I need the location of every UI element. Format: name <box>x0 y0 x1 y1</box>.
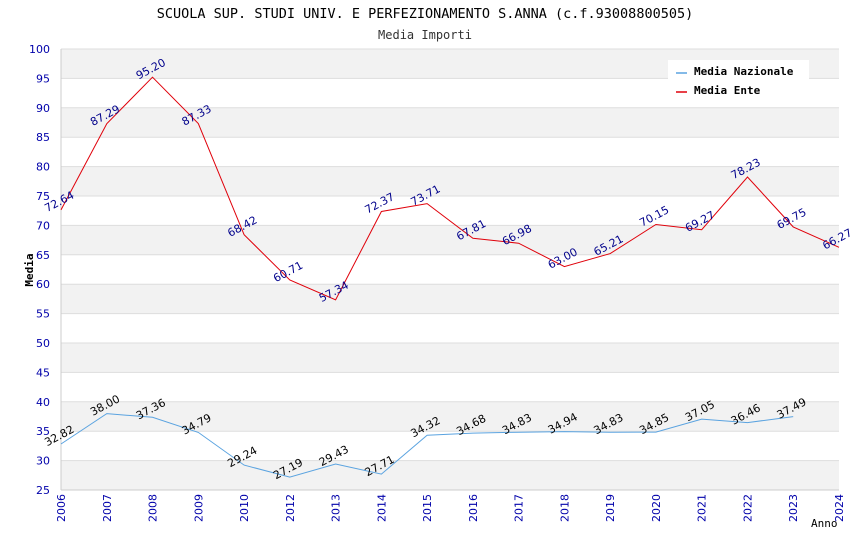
y-tick-label: 95 <box>36 72 50 85</box>
x-tick-label: 2014 <box>375 494 388 522</box>
x-tick-label: 2018 <box>558 494 571 522</box>
series-lines <box>60 76 840 478</box>
grid-band <box>61 343 839 373</box>
x-tick-label: 2016 <box>467 494 480 522</box>
y-axis-label: Media <box>23 253 36 286</box>
x-tick-label: 2013 <box>330 494 343 522</box>
x-tick-label: 2012 <box>284 494 297 522</box>
legend-label-media-ente: Media Ente <box>694 84 761 97</box>
y-tick-label: 65 <box>36 249 50 262</box>
y-tick-label: 75 <box>36 190 50 203</box>
y-tick-label: 40 <box>36 396 50 409</box>
x-tick-label: 2023 <box>787 494 800 522</box>
grid-lines <box>61 48 839 491</box>
x-tick-label: 2010 <box>238 494 251 522</box>
x-tick-label: 2022 <box>741 494 754 522</box>
y-tick-label: 45 <box>36 366 50 379</box>
y-tick-label: 60 <box>36 278 50 291</box>
y-tick-label: 90 <box>36 102 50 115</box>
x-tick-label: 2007 <box>101 494 114 522</box>
x-tick-label: 2021 <box>696 494 709 522</box>
chart-subtitle: Media Importi <box>378 28 472 42</box>
y-tick-label: 30 <box>36 455 50 468</box>
y-tick-label: 50 <box>36 337 50 350</box>
axes <box>60 49 839 491</box>
grid-band <box>61 401 839 432</box>
x-tick-label: 2024 <box>833 494 846 522</box>
grid-band <box>61 460 839 490</box>
x-tick-label: 2009 <box>192 494 205 522</box>
legend: Media Nazionale Media Ente <box>668 60 809 101</box>
data-label: 60.71 <box>271 259 305 285</box>
y-axis-ticks: 25 30 35 40 45 50 55 60 65 70 75 80 85 90 95 100 <box>29 43 50 497</box>
y-tick-label: 35 <box>36 425 50 438</box>
x-tick-label: 2019 <box>604 494 617 522</box>
x-axis-ticks: 2006 2007 2008 2009 2010 2012 2013 2014 2015 2016… <box>55 494 846 522</box>
legend-label-media-nazionale: Media Nazionale <box>694 65 794 78</box>
y-tick-label: 85 <box>36 131 50 144</box>
grid-band <box>61 284 839 314</box>
grid-bands <box>61 49 839 490</box>
grid-band <box>61 225 839 255</box>
series-line-media-ente <box>60 76 840 301</box>
y-tick-label: 70 <box>36 219 50 232</box>
grid-band <box>61 166 839 196</box>
x-tick-label: 2008 <box>147 494 160 522</box>
x-tick-label: 2020 <box>650 494 663 522</box>
legend-box <box>668 60 809 101</box>
y-tick-label: 55 <box>36 308 50 321</box>
x-tick-label: 2017 <box>513 494 526 522</box>
x-tick-label: 2015 <box>421 494 434 522</box>
series-line-media-nazionale <box>60 413 794 478</box>
chart-title: SCUOLA SUP. STUDI UNIV. E PERFEZIONAMENT… <box>157 6 693 22</box>
x-tick-label: 2006 <box>55 494 68 522</box>
x-axis-label: Anno <box>811 517 838 530</box>
y-tick-label: 100 <box>29 43 50 56</box>
grid-band <box>61 107 839 138</box>
y-tick-label: 80 <box>36 161 50 174</box>
y-tick-label: 25 <box>36 484 50 497</box>
